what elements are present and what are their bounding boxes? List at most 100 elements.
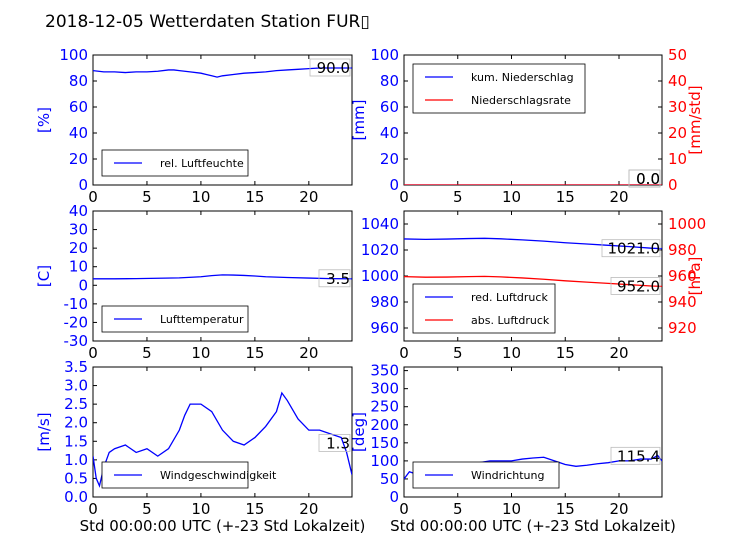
x-tick-label: 5 <box>453 500 463 518</box>
x-tick-label: 15 <box>556 500 575 518</box>
x-tick-label: 10 <box>191 344 210 362</box>
x-tick-label: 20 <box>299 344 318 362</box>
x-tick-label: 10 <box>191 188 210 206</box>
x-tick-label: 10 <box>191 500 210 518</box>
chart-windspeed: 0 5 10 15 20 0.00.51.01.52.02.53.03.5 [m/s] Std… <box>35 358 365 535</box>
y-tick-label: -30 <box>64 332 89 350</box>
y-tick-label: 80 <box>69 72 88 90</box>
x-tick-label: 0 <box>399 344 409 362</box>
value-label-box <box>318 433 351 452</box>
y-tick-label: 350 <box>370 362 399 380</box>
y-tick-label: 80 <box>380 72 399 90</box>
y-tick-label: 20 <box>69 239 88 257</box>
x-tick-label: 10 <box>502 188 521 206</box>
y-tick-label: 2.5 <box>64 395 88 413</box>
value-label-box <box>601 239 661 258</box>
y2-tick-label: 10 <box>668 150 687 168</box>
legend-label: Windgeschwindigkeit <box>160 469 277 482</box>
series-line <box>93 67 352 78</box>
x-tick-label: 15 <box>556 344 575 362</box>
y-tick-label: 3.5 <box>64 358 88 376</box>
x-axis-label: Std 00:00:00 UTC (+-23 Std Lokalzeit) <box>80 517 366 535</box>
page-title: 2018-12-05 Wetterdaten Station FUR▯ <box>45 12 370 32</box>
y-tick-label: 0 <box>78 176 88 194</box>
y-axis-label: [%] <box>35 107 53 133</box>
legend-label: Niederschlagsrate <box>471 94 571 107</box>
y-tick-label: 60 <box>380 98 399 116</box>
y2-tick-label: 50 <box>668 46 687 64</box>
y2-tick-label: 960 <box>668 267 697 285</box>
y-tick-label: 0.0 <box>64 488 88 506</box>
y-tick-label: 20 <box>380 150 399 168</box>
y-tick-label: 0 <box>389 488 399 506</box>
y-tick-label: 50 <box>380 470 399 488</box>
legend-box <box>412 63 586 114</box>
y-axis-label: [deg] <box>350 412 368 452</box>
x-tick-label: 5 <box>142 188 152 206</box>
x-tick-label: 5 <box>453 188 463 206</box>
y-tick-label: 60 <box>69 98 88 116</box>
x-tick-label: 15 <box>556 188 575 206</box>
series-line <box>93 274 352 280</box>
y-tick-label: 100 <box>370 452 399 470</box>
y2-tick-label: 30 <box>668 98 687 116</box>
y-tick-label: 40 <box>69 202 88 220</box>
x-tick-label: 5 <box>453 344 463 362</box>
x-tick-label: 10 <box>502 500 521 518</box>
y-tick-label: 1.5 <box>64 432 88 450</box>
x-tick-label: 0 <box>88 500 98 518</box>
x-tick-label: 20 <box>609 344 628 362</box>
y-tick-label: 300 <box>370 380 399 398</box>
x-axis-label: Std 00:00:00 UTC (+-23 Std Lokalzeit) <box>390 517 676 535</box>
y-tick-label: 150 <box>370 434 399 452</box>
value-label: 952.0 <box>617 277 660 295</box>
x-tick-label: 10 <box>502 344 521 362</box>
y-tick-label: 40 <box>380 124 399 142</box>
y2-tick-label: 920 <box>668 319 697 337</box>
y2-tick-label: 20 <box>668 124 687 142</box>
y-tick-label: 1040 <box>361 215 399 233</box>
legend-label: Windrichtung <box>471 469 544 482</box>
y-tick-label: 0.5 <box>64 469 88 487</box>
y-tick-label: 0 <box>78 276 88 294</box>
legend-label: Lufttemperatur <box>160 313 244 326</box>
y-tick-label: 40 <box>69 124 88 142</box>
value-label-box <box>610 446 661 465</box>
x-tick-label: 15 <box>245 344 264 362</box>
y2-tick-label: 980 <box>668 241 697 259</box>
y2-tick-label: 1000 <box>668 215 706 233</box>
y-tick-label: 100 <box>59 46 88 64</box>
x-tick-label: 20 <box>609 500 628 518</box>
y-tick-label: 3.0 <box>64 377 88 395</box>
legend-label: kum. Niederschlag <box>471 71 574 84</box>
y-tick-label: 980 <box>370 293 399 311</box>
x-tick-label: 0 <box>399 188 409 206</box>
y-tick-label: 1000 <box>361 267 399 285</box>
legend-label: red. Luftdruck <box>471 291 548 304</box>
chart-humidity: 0 5 10 15 20 0 20 40 60 80 100 [%] 90.0 rel. Luftfeuc… <box>35 46 353 206</box>
value-label: 3.5 <box>326 270 350 288</box>
series-line <box>404 237 662 250</box>
x-tick-label: 0 <box>88 188 98 206</box>
legend-label: abs. Luftdruck <box>471 314 550 327</box>
y-tick-label: 1020 <box>361 241 399 259</box>
x-tick-label: 20 <box>299 500 318 518</box>
y-tick-label: 250 <box>370 398 399 416</box>
x-tick-label: 0 <box>399 500 409 518</box>
y-tick-label: 960 <box>370 319 399 337</box>
value-label-box <box>309 58 351 77</box>
y2-tick-label: 0 <box>668 176 678 194</box>
y2-tick-label: 40 <box>668 72 687 90</box>
x-tick-label: 15 <box>245 500 264 518</box>
legend-label: rel. Luftfeuchte <box>160 157 244 170</box>
value-label: 1.3 <box>326 434 350 452</box>
value-label: 90.0 <box>317 59 350 77</box>
value-label: 1021.0 <box>608 240 661 258</box>
y-axis-label: [C] <box>35 265 53 287</box>
y-tick-label: -20 <box>64 313 89 331</box>
y-tick-label: 1.0 <box>64 451 88 469</box>
